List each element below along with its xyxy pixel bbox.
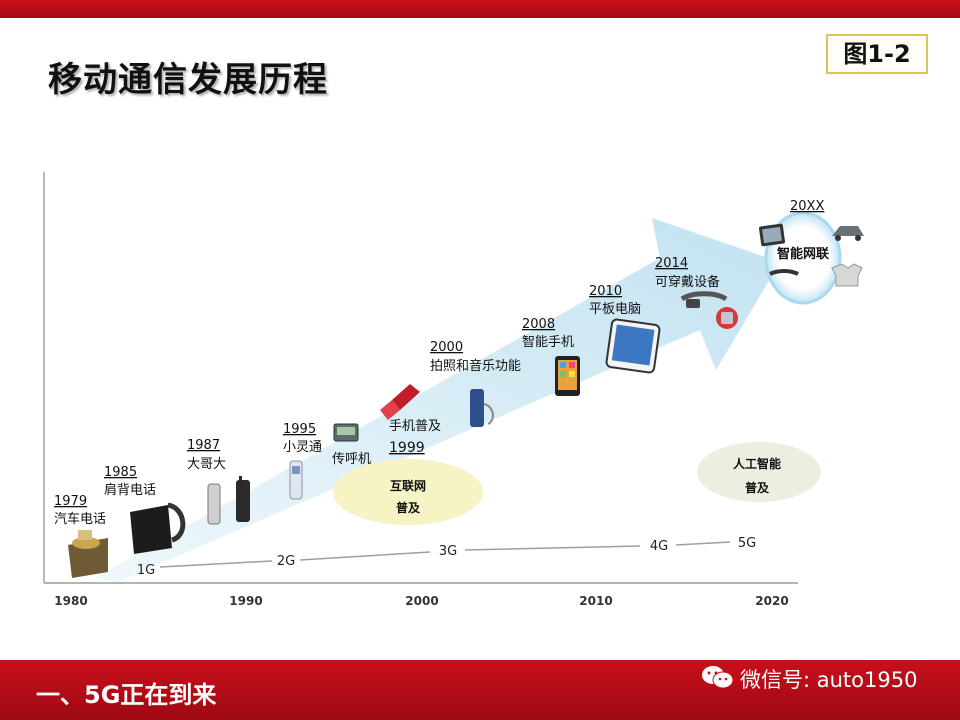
milestone-year-1987: 1987: [187, 438, 220, 453]
axis-year-2010: 2010: [579, 594, 612, 608]
flip-phone-icon: [380, 384, 420, 420]
axis-year-1990: 1990: [229, 594, 262, 608]
generation-line: [159, 541, 731, 568]
wearable-devices-icon: [680, 291, 738, 329]
car-phone-icon: [68, 530, 108, 578]
milestone-year-2010: 2010: [589, 284, 622, 299]
generation-label-1g: 1G: [137, 563, 155, 578]
figure-label: 图1-2: [826, 34, 928, 74]
milestone-label-phone-popular: 手机普及: [389, 419, 441, 434]
ai-bubble-line1: 人工智能: [733, 456, 781, 471]
footer-bar: [0, 660, 960, 720]
internet-bubble: [333, 459, 483, 525]
pager-icon: [333, 423, 359, 442]
smartphone-icon: [555, 356, 580, 396]
milestone-label-backpack-phone: 肩背电话: [104, 482, 156, 498]
milestone-year-1979: 1979: [54, 494, 87, 509]
ai-bubble: [697, 442, 821, 502]
generation-label-5g: 5G: [738, 536, 756, 551]
wechat-account: 微信号: auto1950: [700, 662, 936, 692]
milestone-label-camera-music: 拍照和音乐功能: [430, 358, 521, 374]
milestone-label-phs: 小灵通: [283, 440, 322, 455]
milestone-year-20xx: 20XX: [790, 199, 824, 214]
brick-phone-icon: [207, 476, 250, 525]
section-title: 一、5G正在到来: [36, 681, 217, 709]
page-title: 移动通信发展历程: [48, 60, 328, 100]
phs-phone-icon: [289, 460, 303, 500]
generation-label-3g: 3G: [439, 544, 457, 559]
ai-bubble-line2: 普及: [745, 480, 770, 495]
axis-year-1980: 1980: [54, 594, 87, 608]
milestone-label-tablet: 平板电脑: [589, 302, 641, 317]
milestone-year-1999: 1999: [389, 440, 425, 456]
milestone-label-smartphone: 智能手机: [522, 335, 574, 350]
axis-year-2000: 2000: [405, 594, 438, 608]
milestone-year-2008: 2008: [522, 317, 555, 332]
internet-bubble-line1: 互联网: [390, 479, 426, 493]
milestone-label-car-phone: 汽车电话: [54, 511, 106, 527]
backpack-phone-icon: [130, 502, 186, 554]
timeline-diagram: 1979 汽车电话 1985 肩背电话 1987 大哥大 1995 小灵通 传呼…: [43, 172, 864, 608]
milestone-label-pager: 传呼机: [332, 452, 371, 467]
milestone-year-2014: 2014: [655, 256, 688, 271]
tablet-icon: [605, 318, 661, 374]
milestone-label-smart-connect: 智能网联: [777, 246, 829, 262]
milestone-label-brick-phone: 大哥大: [187, 457, 226, 472]
wechat-id: 微信号: auto1950: [740, 668, 918, 692]
smart-connect-glow: [764, 211, 842, 305]
generation-label-2g: 2G: [277, 554, 295, 569]
smart-devices-icon: [758, 223, 864, 287]
top-red-bar: [0, 0, 960, 18]
generation-label-4g: 4G: [650, 539, 668, 554]
growth-arrow: [95, 218, 780, 582]
milestone-label-wearables: 可穿戴设备: [655, 274, 720, 290]
wechat-icon: [702, 666, 734, 689]
milestone-year-1985: 1985: [104, 465, 137, 480]
milestone-year-2000: 2000: [430, 340, 463, 355]
milestone-year-1995: 1995: [283, 422, 316, 437]
internet-bubble-line2: 普及: [396, 500, 421, 515]
axis-year-2020: 2020: [755, 594, 788, 608]
music-phone-icon: [470, 389, 494, 427]
